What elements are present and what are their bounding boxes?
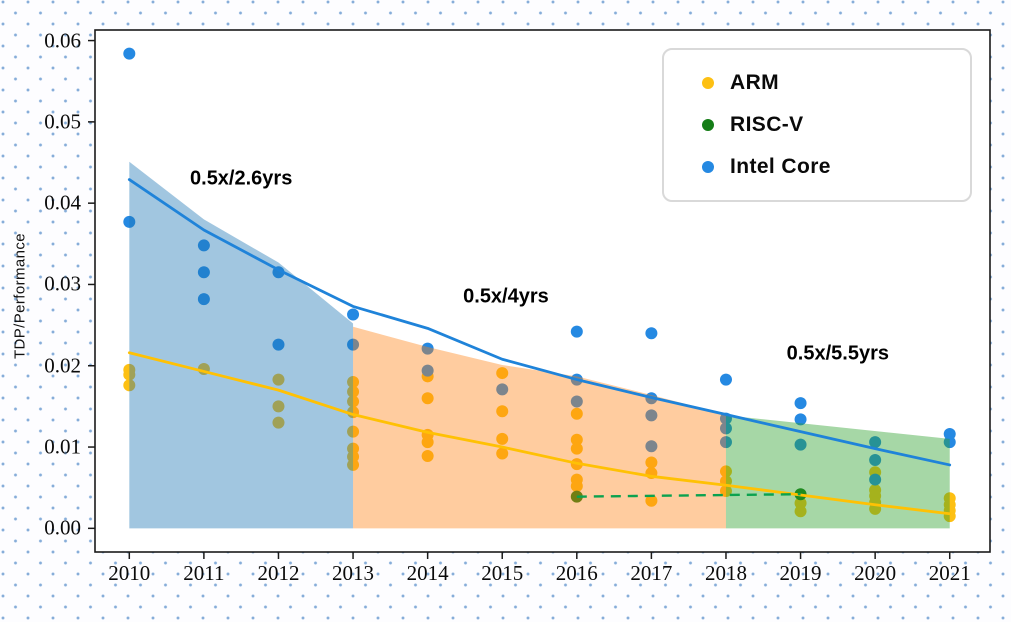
arm-data-point	[645, 456, 658, 469]
intel-core-data-point	[421, 364, 434, 377]
intel-core-data-point	[794, 413, 807, 426]
legend-label-riscv: RISC-V	[730, 113, 804, 136]
arm-data-point	[570, 433, 583, 446]
y-tick-label: 0.02	[44, 353, 81, 378]
riscv-connector-dashed-line	[576, 492, 801, 498]
arm-data-point	[719, 465, 732, 478]
x-tick-label: 2016	[555, 561, 598, 585]
intel-core-data-point	[197, 239, 210, 252]
intel-trend-line	[127, 178, 952, 467]
arm-data-point	[496, 367, 509, 380]
intel-core-data-point	[869, 454, 882, 467]
intel-core-data-point	[123, 47, 136, 60]
arm-data-point	[347, 425, 360, 438]
legend-item-riscv: RISC-V	[702, 113, 970, 137]
intel-core-data-point	[719, 436, 732, 449]
intel-series-dot-icon	[702, 161, 714, 173]
axes-frame	[94, 29, 991, 553]
y-tick-label: 0.03	[44, 271, 81, 296]
arm-trend-line	[127, 351, 952, 516]
legend-label-intel: Intel Core	[730, 155, 831, 178]
intel-core-data-point	[943, 436, 956, 449]
y-axis-title: TDP/Performance	[11, 232, 29, 360]
intel-core-data-point	[496, 383, 509, 396]
intel-core-data-point	[123, 215, 136, 228]
intel-core-data-point	[570, 395, 583, 408]
x-tick-label: 2010	[108, 561, 151, 585]
riscv-era-band	[725, 415, 950, 529]
intel-core-data-point	[794, 438, 807, 451]
intel-core-data-point	[272, 338, 285, 351]
y-tick-label: 0.00	[44, 515, 81, 540]
legend-item-intel: Intel Core	[702, 155, 970, 179]
y-tick-label: 0.06	[44, 28, 81, 53]
arm-data-point	[496, 432, 509, 445]
trend-annotation-riscv: 0.5x/5.5yrs	[786, 342, 890, 365]
trend-annotation-arm: 0.5x/4yrs	[463, 285, 549, 308]
legend-item-arm: ARM	[702, 71, 970, 95]
x-tick-label: 2018	[704, 561, 747, 585]
x-tick-label: 2017	[630, 561, 673, 585]
y-tick-label: 0.01	[44, 434, 81, 459]
intel-core-data-point	[645, 327, 658, 340]
intel-core-data-point	[869, 436, 882, 449]
intel-core-data-point	[645, 409, 658, 422]
x-tick-label: 2020	[854, 561, 897, 585]
arm-data-point	[421, 449, 434, 462]
arm-data-point	[272, 373, 285, 386]
arm-data-point	[347, 376, 360, 389]
arm-data-point	[421, 436, 434, 449]
arm-era-band	[353, 326, 726, 529]
arm-data-point	[272, 416, 285, 429]
x-tick-label: 2021	[928, 561, 971, 585]
arm-data-point	[496, 405, 509, 418]
intel-core-data-point	[347, 338, 360, 351]
arm-data-point	[570, 442, 583, 455]
intel-core-data-point	[421, 342, 434, 355]
legend-label-arm: ARM	[730, 71, 780, 94]
x-tick-label: 2019	[779, 561, 822, 585]
intel-core-data-point	[719, 422, 732, 435]
intel-core-data-point	[794, 397, 807, 410]
arm-data-point	[123, 368, 136, 381]
trend-annotation-intel: 0.5x/2.6yrs	[190, 167, 293, 190]
arm-data-point	[570, 407, 583, 420]
legend: ARM RISC-V Intel Core	[662, 48, 972, 202]
riscv-series-dot-icon	[702, 119, 714, 131]
x-tick-label: 2012	[257, 561, 300, 585]
arm-data-point	[421, 392, 434, 405]
y-tick-label: 0.05	[44, 109, 81, 134]
x-tick-label: 2015	[481, 561, 524, 585]
intel-core-data-point	[869, 473, 882, 486]
intel-core-data-point	[197, 266, 210, 279]
intel-core-data-point	[197, 293, 210, 306]
intel-core-data-point	[347, 308, 360, 321]
intel-core-data-point	[645, 440, 658, 453]
arm-data-point	[347, 385, 360, 398]
x-tick-label: 2011	[183, 561, 225, 585]
intel-core-data-point	[570, 325, 583, 338]
arm-data-point	[794, 505, 807, 518]
arm-data-point	[645, 494, 658, 507]
arm-data-point	[570, 480, 583, 493]
arm-data-point	[347, 395, 360, 408]
arm-series-dot-icon	[702, 77, 714, 89]
x-tick-label: 2014	[406, 561, 449, 585]
intel-era-band	[129, 161, 354, 529]
arm-data-point	[496, 447, 509, 460]
arm-data-point	[347, 458, 360, 471]
arm-data-point	[272, 400, 285, 413]
y-tick-label: 0.04	[44, 190, 81, 215]
arm-data-point	[123, 379, 136, 392]
x-tick-label: 2013	[332, 561, 375, 585]
arm-data-point	[719, 484, 732, 497]
intel-core-data-point	[719, 373, 732, 386]
